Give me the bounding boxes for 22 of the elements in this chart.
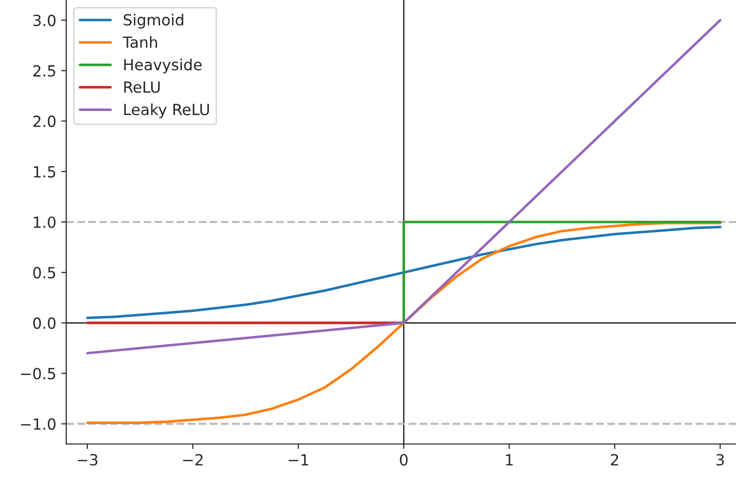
- line-series: [86, 222, 722, 424]
- y-tick-label: −0.5: [21, 368, 56, 380]
- legend-label: Tanh: [122, 36, 158, 48]
- legend-label: ReLU: [124, 81, 160, 93]
- y-tick-label: 3.0: [33, 14, 56, 26]
- x-tick-label: −2: [183, 454, 203, 466]
- legend-label: Sigmoid: [124, 14, 184, 29]
- y-tick-label: 1.5: [34, 166, 56, 178]
- legend-label: Heavyside: [124, 58, 202, 74]
- x-tick-label: 1: [506, 454, 513, 466]
- legend-label: Leaky ReLU: [124, 103, 209, 118]
- y-tick-label: 0.0: [33, 317, 56, 329]
- y-tick-label: 0.5: [33, 266, 56, 278]
- y-tick-label: 1.0: [34, 216, 56, 228]
- y-tick-label: 2.0: [33, 116, 56, 128]
- y-tick-label: 2.5: [33, 65, 56, 77]
- x-tick-label: −1: [288, 454, 308, 466]
- x-tick-label: 3: [716, 454, 724, 466]
- x-tick-label: 2: [610, 454, 618, 466]
- x-tick-label: −3: [78, 454, 98, 466]
- x-tick-label: 0: [400, 454, 408, 466]
- y-tick-label: −1.0: [21, 418, 56, 430]
